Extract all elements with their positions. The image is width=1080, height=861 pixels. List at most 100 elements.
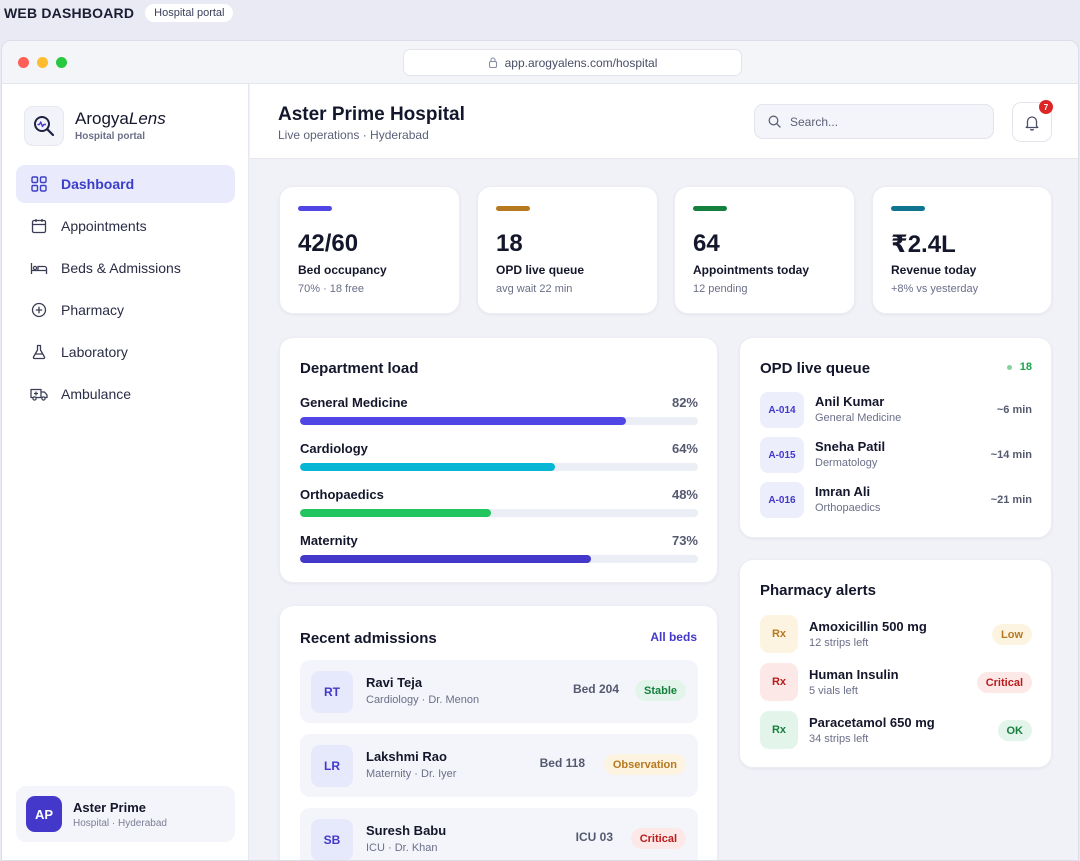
dept-progress-track <box>300 509 698 517</box>
card-title: Pharmacy alerts <box>760 582 876 599</box>
dept-progress-track <box>300 555 698 563</box>
table-row[interactable]: LR Lakshmi Rao Maternity · Dr. Iyer Bed … <box>300 734 698 797</box>
user-name: Aster Prime <box>73 799 146 815</box>
list-item[interactable]: A-015 Sneha Patil Dermatology ~14 min <box>760 437 1032 473</box>
stat-label: Revenue today <box>891 263 977 277</box>
token-badge: A-014 <box>760 392 804 428</box>
wait-time: ~21 min <box>990 494 1032 506</box>
table-row[interactable]: SB Suresh Babu ICU · Dr. Khan ICU 03 Cri… <box>300 808 698 860</box>
patient-name: Imran Ali <box>815 484 871 499</box>
dept-progress-track <box>300 417 698 425</box>
stat-sub: 12 pending <box>693 283 748 295</box>
dept-progress-track <box>300 463 698 471</box>
bell-icon <box>1025 115 1039 131</box>
patient-dept: Dermatology <box>815 457 878 469</box>
patient-name: Anil Kumar <box>815 394 885 409</box>
stat-label: Appointments today <box>693 263 809 277</box>
app-subtitle: Hospital portal <box>75 131 146 142</box>
bed-label: Bed 204 <box>572 682 619 696</box>
dashboard-brand: WEB DASHBOARD <box>4 5 135 21</box>
list-item[interactable]: A-014 Anil Kumar General Medicine ~6 min <box>760 392 1032 428</box>
sidebar-item-label: Ambulance <box>61 386 132 402</box>
dept-name: Cardiology <box>300 441 368 456</box>
user-card[interactable]: AP Aster Prime Hospital · Hyderabad <box>16 786 235 842</box>
magnifier-pulse-icon <box>34 116 55 137</box>
card-title: OPD live queue <box>760 360 871 377</box>
sidebar-item-dashboard[interactable]: Dashboard <box>16 165 235 203</box>
stat-sub: +8% vs yesterday <box>891 283 979 295</box>
medicine-name: Paracetamol 650 mg <box>809 715 935 730</box>
dept-row: General Medicine 82% <box>300 395 698 425</box>
sidebar-item-ambulance[interactable]: Ambulance <box>16 375 235 413</box>
search-input[interactable]: Search... <box>754 104 994 139</box>
plus-circle-icon <box>31 302 47 318</box>
sidebar-item-laboratory[interactable]: Laboratory <box>16 333 235 371</box>
patient-avatar: LR <box>311 745 353 787</box>
stock-left: 34 strips left <box>809 733 869 745</box>
browser-window: app.arogyalens.com/hospital ArogyaLens H… <box>1 40 1079 861</box>
sidebar-item-label: Laboratory <box>61 344 128 360</box>
stat-accent-bar <box>891 206 925 211</box>
card-title: Department load <box>300 360 419 377</box>
maximize-window-button[interactable] <box>56 57 67 68</box>
search-placeholder: Search... <box>790 114 839 129</box>
stat-card-appointments[interactable]: 64 Appointments today 12 pending <box>674 186 855 314</box>
stat-card-opd[interactable]: 18 OPD live queue avg wait 22 min <box>477 186 658 314</box>
rx-icon: Rx <box>760 615 798 653</box>
rx-icon: Rx <box>760 663 798 701</box>
patient-name: Sneha Patil <box>815 439 886 454</box>
sidebar: ArogyaLens Hospital portal Dashboard App… <box>2 84 249 860</box>
patient-dept-doctor: Maternity · Dr. Iyer <box>366 768 457 780</box>
list-item[interactable]: A-016 Imran Ali Orthopaedics ~21 min <box>760 482 1032 518</box>
status-badge: Observation <box>603 754 686 775</box>
dept-row: Maternity 73% <box>300 533 698 563</box>
patient-dept-doctor: Cardiology · Dr. Menon <box>366 694 480 706</box>
ambulance-icon <box>30 388 48 401</box>
dept-progress-fill <box>300 463 555 471</box>
minimize-window-button[interactable] <box>37 57 48 68</box>
recent-admissions-card: Recent admissions All beds RT Ravi Teja … <box>279 605 718 860</box>
dept-percent: 82% <box>671 395 698 410</box>
close-window-button[interactable] <box>18 57 29 68</box>
dept-percent: 73% <box>671 533 698 548</box>
address-bar[interactable]: app.arogyalens.com/hospital <box>403 49 742 76</box>
opd-queue-card: OPD live queue 18 A-014 Anil Kumar Gener… <box>739 337 1052 538</box>
patient-name: Suresh Babu <box>366 823 447 838</box>
patient-dept-doctor: ICU · Dr. Khan <box>366 842 438 854</box>
list-item[interactable]: Rx Paracetamol 650 mg 34 strips left OK <box>760 711 1032 749</box>
stat-accent-bar <box>693 206 727 211</box>
medicine-name: Amoxicillin 500 mg <box>809 619 927 634</box>
wait-time: ~6 min <box>996 404 1032 416</box>
bed-label: Bed 118 <box>539 756 585 770</box>
grid-icon <box>31 176 47 192</box>
app-name-bold: Arogya <box>75 109 129 128</box>
sidebar-item-label: Appointments <box>61 218 147 234</box>
department-load-card: Department load General Medicine 82% Car… <box>279 337 718 583</box>
stat-value: ₹2.4L <box>891 231 956 258</box>
wait-time: ~14 min <box>990 449 1032 461</box>
list-item[interactable]: Rx Amoxicillin 500 mg 12 strips left Low <box>760 615 1032 653</box>
table-row[interactable]: RT Ravi Teja Cardiology · Dr. Menon Bed … <box>300 660 698 723</box>
stat-card-revenue[interactable]: ₹2.4L Revenue today +8% vs yesterday <box>872 186 1052 314</box>
stat-label: OPD live queue <box>496 263 585 277</box>
stat-label: Bed occupancy <box>298 263 387 277</box>
url-text: app.arogyalens.com/hospital <box>504 55 658 70</box>
lock-icon <box>488 57 497 68</box>
patient-name: Lakshmi Rao <box>366 749 447 764</box>
portal-pill: Hospital portal <box>145 4 234 22</box>
search-icon <box>768 115 781 128</box>
stat-card-beds[interactable]: 42/60 Bed occupancy 70% · 18 free <box>279 186 460 314</box>
list-item[interactable]: Rx Human Insulin 5 vials left Critical <box>760 663 1032 701</box>
status-badge: OK <box>997 720 1032 741</box>
status-badge: Low <box>992 624 1032 645</box>
stat-accent-bar <box>298 206 332 211</box>
page-title: Aster Prime Hospital <box>278 104 465 125</box>
rx-icon: Rx <box>760 711 798 749</box>
sidebar-item-pharmacy[interactable]: Pharmacy <box>16 291 235 329</box>
pharmacy-alerts-card: Pharmacy alerts Rx Amoxicillin 500 mg 12… <box>739 559 1052 768</box>
all-beds-link[interactable]: All beds <box>650 630 697 644</box>
sidebar-item-beds[interactable]: Beds & Admissions <box>16 249 235 287</box>
dept-row: Cardiology 64% <box>300 441 698 471</box>
sidebar-item-appointments[interactable]: Appointments <box>16 207 235 245</box>
page-header: Aster Prime Hospital Live operations · H… <box>250 84 1078 159</box>
